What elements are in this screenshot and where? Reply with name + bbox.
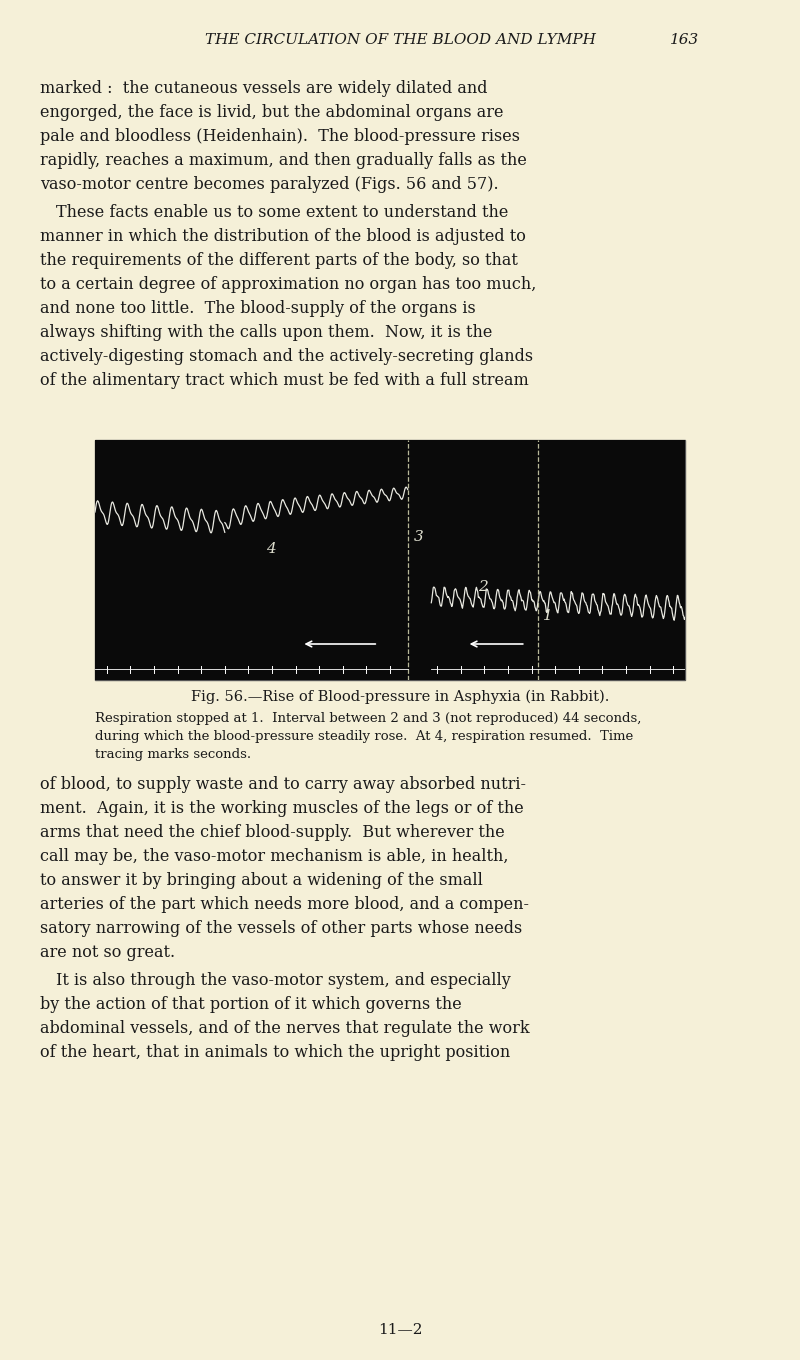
Text: It is also through the vaso-motor system, and especially: It is also through the vaso-motor system… <box>40 972 510 989</box>
Text: call may be, the vaso-motor mechanism is able, in health,: call may be, the vaso-motor mechanism is… <box>40 849 509 865</box>
Text: These facts enable us to some extent to understand the: These facts enable us to some extent to … <box>40 204 508 220</box>
Text: satory narrowing of the vessels of other parts whose needs: satory narrowing of the vessels of other… <box>40 919 522 937</box>
Text: vaso-motor centre becomes paralyzed (Figs. 56 and 57).: vaso-motor centre becomes paralyzed (Fig… <box>40 175 498 193</box>
Text: Fig. 56.—Rise of Blood-pressure in Asphyxia (in Rabbit).: Fig. 56.—Rise of Blood-pressure in Asphy… <box>191 690 609 704</box>
Text: abdominal vessels, and of the nerves that regulate the work: abdominal vessels, and of the nerves tha… <box>40 1020 530 1036</box>
Text: and none too little.  The blood-supply of the organs is: and none too little. The blood-supply of… <box>40 301 476 317</box>
Text: pale and bloodless (Heidenhain).  The blood-pressure rises: pale and bloodless (Heidenhain). The blo… <box>40 128 520 146</box>
Text: rapidly, reaches a maximum, and then gradually falls as the: rapidly, reaches a maximum, and then gra… <box>40 152 527 169</box>
Text: tracing marks seconds.: tracing marks seconds. <box>95 748 251 762</box>
Text: THE CIRCULATION OF THE BLOOD AND LYMPH: THE CIRCULATION OF THE BLOOD AND LYMPH <box>205 33 595 48</box>
Text: ment.  Again, it is the working muscles of the legs or of the: ment. Again, it is the working muscles o… <box>40 800 524 817</box>
Text: 4: 4 <box>266 541 276 556</box>
Text: 1: 1 <box>543 609 553 623</box>
Text: arms that need the chief blood-supply.  But wherever the: arms that need the chief blood-supply. B… <box>40 824 505 840</box>
Text: by the action of that portion of it which governs the: by the action of that portion of it whic… <box>40 996 462 1013</box>
Text: 2: 2 <box>478 581 488 594</box>
Text: marked :  the cutaneous vessels are widely dilated and: marked : the cutaneous vessels are widel… <box>40 80 487 97</box>
Text: 11—2: 11—2 <box>378 1323 422 1337</box>
Text: manner in which the distribution of the blood is adjusted to: manner in which the distribution of the … <box>40 228 526 245</box>
Text: to answer it by bringing about a widening of the small: to answer it by bringing about a widenin… <box>40 872 483 889</box>
Text: during which the blood-pressure steadily rose.  At 4, respiration resumed.  Time: during which the blood-pressure steadily… <box>95 730 634 743</box>
Bar <box>95 441 685 680</box>
Text: actively-digesting stomach and the actively-secreting glands: actively-digesting stomach and the activ… <box>40 348 533 364</box>
Text: of the heart, that in animals to which the upright position: of the heart, that in animals to which t… <box>40 1044 510 1061</box>
Text: to a certain degree of approximation no organ has too much,: to a certain degree of approximation no … <box>40 276 536 292</box>
Text: arteries of the part which needs more blood, and a compen-: arteries of the part which needs more bl… <box>40 896 529 913</box>
Text: 163: 163 <box>670 33 699 48</box>
Text: 3: 3 <box>414 530 423 544</box>
Text: are not so great.: are not so great. <box>40 944 175 962</box>
Text: Respiration stopped at 1.  Interval between 2 and 3 (not reproduced) 44 seconds,: Respiration stopped at 1. Interval betwe… <box>95 713 642 725</box>
Text: of the alimentary tract which must be fed with a full stream: of the alimentary tract which must be fe… <box>40 373 529 389</box>
Text: always shifting with the calls upon them.  Now, it is the: always shifting with the calls upon them… <box>40 324 492 341</box>
Text: of blood, to supply waste and to carry away absorbed nutri-: of blood, to supply waste and to carry a… <box>40 777 526 793</box>
Text: engorged, the face is livid, but the abdominal organs are: engorged, the face is livid, but the abd… <box>40 103 503 121</box>
Text: the requirements of the different parts of the body, so that: the requirements of the different parts … <box>40 252 518 269</box>
